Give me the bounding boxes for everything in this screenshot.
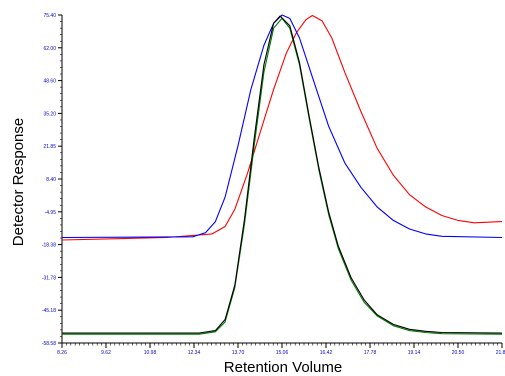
y-axis-title: Detector Response xyxy=(10,118,27,246)
x-axis-title: Retention Volume xyxy=(224,359,342,376)
x-tick-label: 12.34 xyxy=(188,350,201,356)
y-tick-label: 75.40 xyxy=(43,13,56,19)
x-tick-label: 9.62 xyxy=(101,350,111,356)
y-tick-label: 48.60 xyxy=(43,79,56,85)
y-tick-label: -58.58 xyxy=(42,341,56,347)
x-tick-label: 10.98 xyxy=(144,350,157,356)
y-tick-label: 35.20 xyxy=(43,111,56,117)
x-axis: 8.26 9.62 10.98 12.34 13.70 15.06 16.42 17.78 19… xyxy=(57,342,505,356)
y-tick-label: -31.78 xyxy=(42,275,56,281)
x-tick-label: 16.42 xyxy=(320,350,333,356)
x-tick-label: 20.50 xyxy=(452,350,465,356)
series-line-4 xyxy=(62,15,503,334)
y-tick-label: -45.18 xyxy=(42,308,56,314)
y-tick-label: 21.85 xyxy=(43,144,56,150)
series-line-2 xyxy=(61,14,503,239)
x-tick-label: 17.78 xyxy=(364,350,377,356)
y-axis: 75.40 62.00 48.60 35.20 21.85 8.40 -4.95 -18.38… xyxy=(42,13,63,347)
x-tick-label: 13.70 xyxy=(232,350,245,356)
x-tick-label: 21.86 xyxy=(496,350,505,356)
x-tick-label: 8.26 xyxy=(57,350,67,356)
x-tick-label: 19.14 xyxy=(408,350,421,356)
y-tick-label: -4.95 xyxy=(45,210,57,216)
series-lines xyxy=(61,14,503,335)
y-tick-label: 62.00 xyxy=(43,46,56,52)
x-tick-label: 15.06 xyxy=(276,350,289,356)
series-line-1 xyxy=(61,14,503,241)
y-tick-label: -18.38 xyxy=(42,243,56,249)
y-tick-label: 8.40 xyxy=(46,177,56,183)
